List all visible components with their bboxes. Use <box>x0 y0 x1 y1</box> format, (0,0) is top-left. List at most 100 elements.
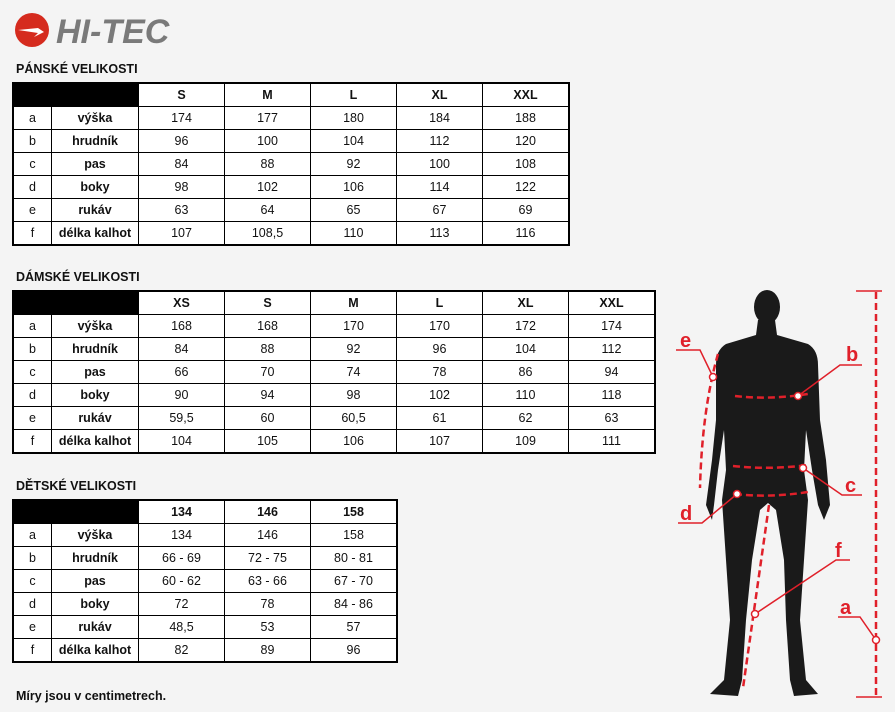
hi-tec-logo: HI-TEC <box>15 13 170 50</box>
table-cell: 90 <box>138 383 225 407</box>
kids-size-table: 134 146 158 a výška 134 146 158 b hrudník 66 - 69 7… <box>12 499 398 663</box>
row-letter: e <box>12 406 52 430</box>
row-label: délka kalhot <box>51 221 139 246</box>
table-row: e rukáv 59,5 60 60,5 61 62 63 <box>12 406 656 430</box>
table-cell: 82 <box>138 638 225 663</box>
table-cell: 98 <box>138 175 225 199</box>
size-header: 158 <box>310 499 398 524</box>
table-row: e rukáv 48,5 53 57 <box>12 615 398 639</box>
header-blank <box>12 499 139 524</box>
row-letter: b <box>12 546 52 570</box>
table-row: c pas 66 70 74 78 86 94 <box>12 360 656 384</box>
row-letter: a <box>12 314 52 338</box>
table-cell: 78 <box>224 592 311 616</box>
table-cell: 92 <box>310 337 397 361</box>
size-header: L <box>396 290 483 315</box>
row-letter: c <box>12 569 52 593</box>
row-letter: d <box>12 592 52 616</box>
table-row: a výška 134 146 158 <box>12 523 398 547</box>
measure-line-d <box>734 490 809 497</box>
table-cell: 110 <box>482 383 569 407</box>
table-cell: 180 <box>310 106 397 130</box>
table-row: c pas 60 - 62 63 - 66 67 - 70 <box>12 569 398 593</box>
table-row: f délka kalhot 104 105 106 107 109 111 <box>12 429 656 454</box>
table-cell: 170 <box>396 314 483 338</box>
table-cell: 63 - 66 <box>224 569 311 593</box>
label-d: d <box>680 503 692 525</box>
table-cell: 62 <box>482 406 569 430</box>
row-letter: c <box>12 360 52 384</box>
row-label: rukáv <box>51 198 139 222</box>
svg-text:HI-TEC: HI-TEC <box>56 13 170 50</box>
label-e: e <box>680 330 691 352</box>
table-cell: 107 <box>396 429 483 454</box>
header-blank <box>12 82 139 107</box>
table-cell: 88 <box>224 152 311 176</box>
table-cell: 61 <box>396 406 483 430</box>
header-row: 134 146 158 <box>12 499 398 524</box>
table-cell: 88 <box>224 337 311 361</box>
table-row: d boky 90 94 98 102 110 118 <box>12 383 656 407</box>
header-row: XS S M L XL XXL <box>12 290 656 315</box>
size-header: M <box>224 82 311 107</box>
table-cell: 102 <box>224 175 311 199</box>
table-cell: 113 <box>396 221 483 246</box>
table-row: a výška 174 177 180 184 188 <box>12 106 570 130</box>
table-cell: 60,5 <box>310 406 397 430</box>
row-letter: b <box>12 337 52 361</box>
row-letter: e <box>12 615 52 639</box>
kids-section-title: DĚTSKÉ VELIKOSTI <box>16 479 137 493</box>
table-cell: 53 <box>224 615 311 639</box>
table-cell: 120 <box>482 129 570 153</box>
table-cell: 64 <box>224 198 311 222</box>
row-letter: a <box>12 523 52 547</box>
table-cell: 96 <box>138 129 225 153</box>
units-note: Míry jsou v centimetrech. <box>16 689 167 703</box>
row-letter: c <box>12 152 52 176</box>
row-label: hrudník <box>51 337 139 361</box>
men-section-title: PÁNSKÉ VELIKOSTI <box>16 62 138 76</box>
table-cell: 65 <box>310 198 397 222</box>
table-cell: 168 <box>224 314 311 338</box>
table-cell: 48,5 <box>138 615 225 639</box>
table-cell: 96 <box>310 638 398 663</box>
body-measurement-figure: b c d e f a <box>676 290 882 698</box>
table-cell: 67 <box>396 198 483 222</box>
label-b: b <box>846 344 858 366</box>
size-header: XL <box>396 82 483 107</box>
table-cell: 111 <box>568 429 656 454</box>
table-cell: 114 <box>396 175 483 199</box>
table-row: c pas 84 88 92 100 108 <box>12 152 570 176</box>
row-label: výška <box>51 314 139 338</box>
table-row: f délka kalhot 107 108,5 110 113 116 <box>12 221 570 246</box>
table-cell: 108 <box>482 152 570 176</box>
table-cell: 80 - 81 <box>310 546 398 570</box>
label-f: f <box>835 540 842 562</box>
row-label: pas <box>51 569 139 593</box>
table-cell: 100 <box>224 129 311 153</box>
table-cell: 122 <box>482 175 570 199</box>
row-label: boky <box>51 383 139 407</box>
size-header: S <box>224 290 311 315</box>
size-header: M <box>310 290 397 315</box>
table-cell: 60 - 62 <box>138 569 225 593</box>
table-cell: 60 <box>224 406 311 430</box>
table-cell: 110 <box>310 221 397 246</box>
table-cell: 104 <box>310 129 397 153</box>
row-letter: f <box>12 638 52 663</box>
table-cell: 168 <box>138 314 225 338</box>
table-cell: 106 <box>310 175 397 199</box>
body-silhouette <box>706 290 830 696</box>
table-cell: 67 - 70 <box>310 569 398 593</box>
women-size-table: XS S M L XL XXL a výška 168 168 170 170 172 174 b hrudn… <box>12 290 656 454</box>
table-cell: 188 <box>482 106 570 130</box>
table-cell: 146 <box>224 523 311 547</box>
table-cell: 118 <box>568 383 656 407</box>
table-cell: 105 <box>224 429 311 454</box>
table-cell: 96 <box>396 337 483 361</box>
size-header: XL <box>482 290 569 315</box>
header-blank <box>12 290 139 315</box>
table-cell: 84 - 86 <box>310 592 398 616</box>
size-header: S <box>138 82 225 107</box>
